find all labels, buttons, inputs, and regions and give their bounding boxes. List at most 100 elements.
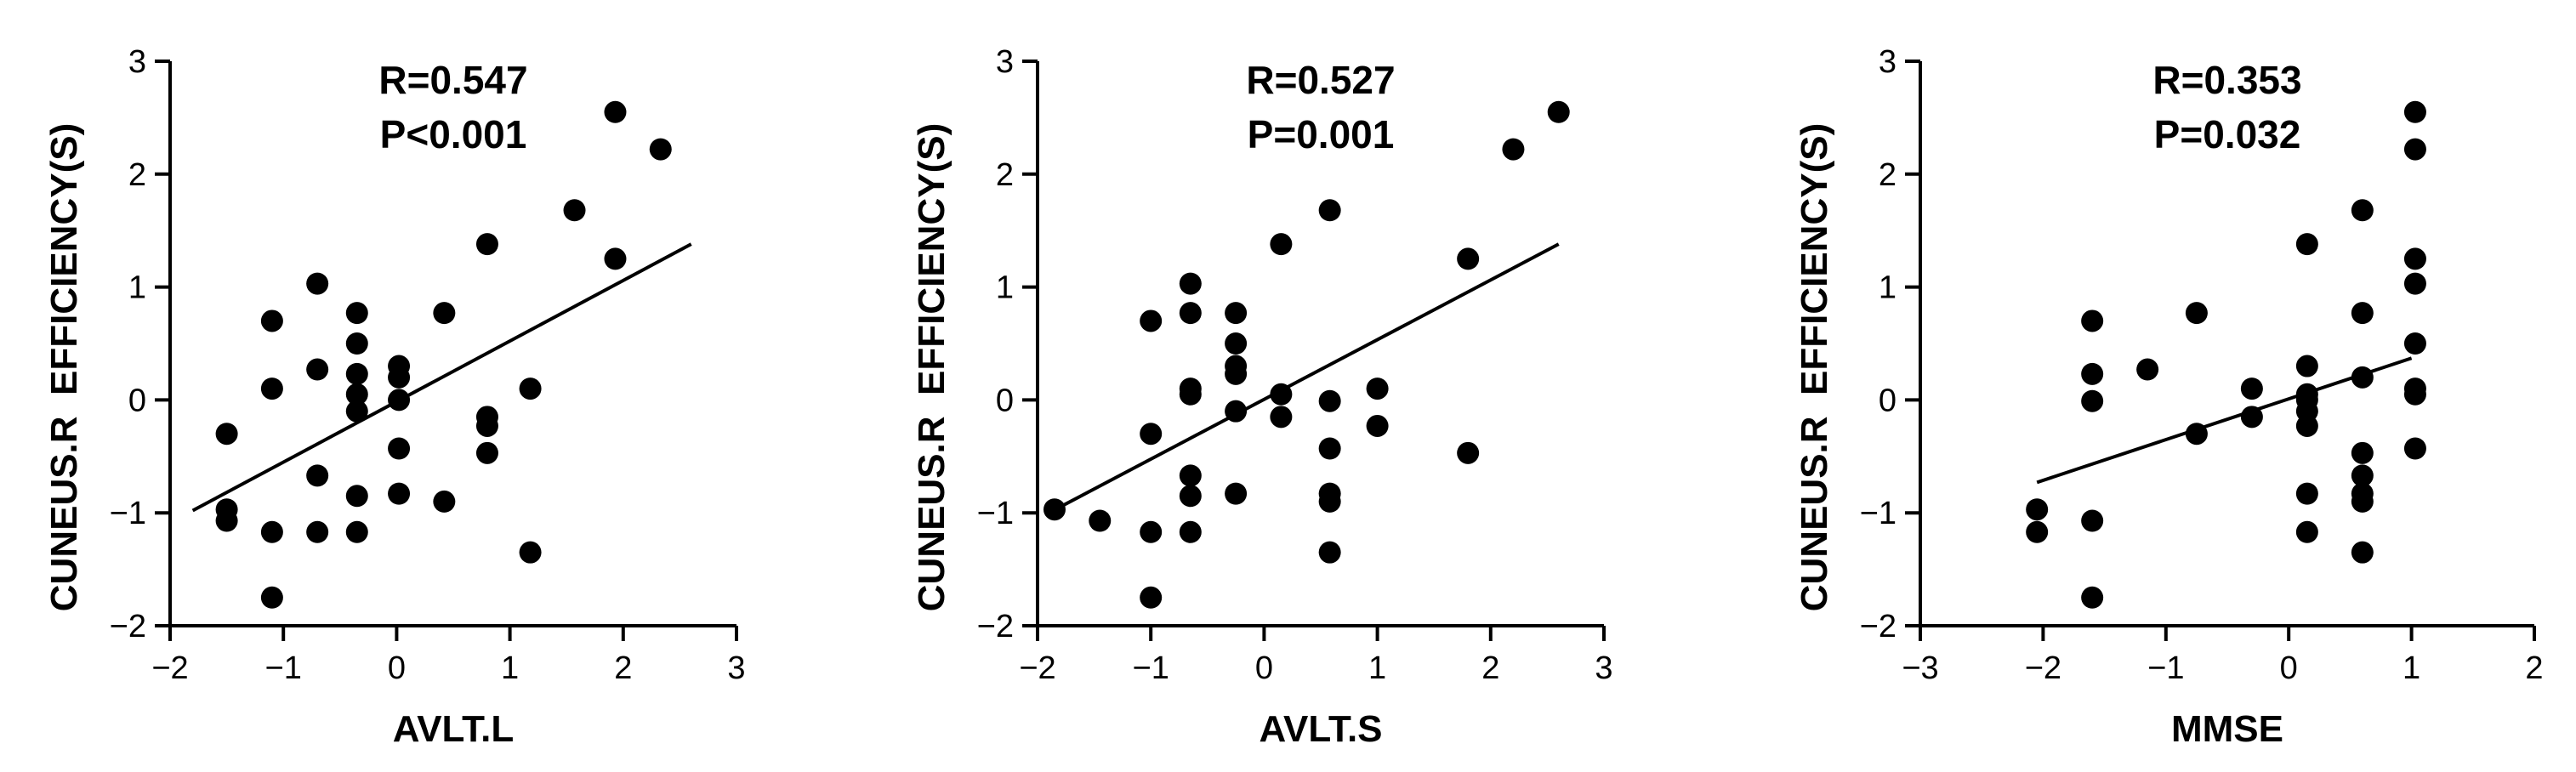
x-tick-label: −1 bbox=[265, 650, 302, 686]
p-value-label: P=0.032 bbox=[2154, 112, 2301, 156]
data-point bbox=[306, 520, 329, 543]
data-point bbox=[1366, 414, 1389, 437]
data-point bbox=[2351, 366, 2374, 389]
data-point bbox=[2351, 490, 2374, 513]
y-tick-label: −1 bbox=[110, 496, 146, 531]
data-point bbox=[1140, 520, 1163, 543]
data-point bbox=[604, 247, 627, 270]
data-point bbox=[345, 332, 368, 355]
y-tick-label: −1 bbox=[977, 496, 1014, 531]
y-tick-label: 1 bbox=[996, 270, 1014, 306]
data-point bbox=[345, 302, 368, 325]
data-point bbox=[2240, 377, 2263, 400]
data-point bbox=[2185, 423, 2208, 446]
data-point bbox=[1457, 441, 1480, 464]
y-tick-label: 1 bbox=[1879, 270, 1896, 306]
data-point bbox=[1318, 199, 1341, 222]
data-point bbox=[2351, 441, 2374, 464]
data-point bbox=[475, 414, 498, 437]
p-value-label: P<0.001 bbox=[380, 112, 527, 156]
y-tick-label: 1 bbox=[128, 270, 146, 306]
data-point bbox=[2403, 383, 2426, 406]
data-point bbox=[1457, 247, 1480, 270]
x-axis-title: AVLT.S bbox=[1259, 708, 1382, 750]
regression-line bbox=[2036, 356, 2413, 485]
data-point bbox=[260, 586, 283, 609]
data-point bbox=[2295, 233, 2318, 256]
data-point bbox=[345, 383, 368, 406]
data-point bbox=[1318, 389, 1341, 412]
data-point bbox=[475, 441, 498, 464]
data-point bbox=[1179, 464, 1202, 487]
data-point bbox=[2081, 309, 2104, 332]
x-tick-label: 1 bbox=[2403, 650, 2420, 686]
data-point bbox=[2081, 362, 2104, 385]
y-axis-title: CUNEUS.R EFFICIENCY(S) bbox=[43, 123, 85, 611]
x-tick-label: −2 bbox=[2025, 650, 2061, 686]
x-tick-label: 0 bbox=[388, 650, 406, 686]
data-point bbox=[475, 233, 498, 256]
data-point bbox=[345, 485, 368, 508]
x-tick-label: 0 bbox=[2280, 650, 2298, 686]
data-point bbox=[388, 437, 411, 460]
x-tick-label: 3 bbox=[727, 650, 745, 686]
x-tick-label: 1 bbox=[1368, 650, 1386, 686]
y-tick-label: −2 bbox=[977, 609, 1014, 644]
x-tick-label: −1 bbox=[2147, 650, 2184, 686]
data-point bbox=[1179, 383, 1202, 406]
data-point bbox=[306, 272, 329, 295]
data-point bbox=[260, 309, 283, 332]
r-value-label: R=0.547 bbox=[378, 58, 527, 102]
data-point bbox=[1140, 309, 1163, 332]
data-point bbox=[1089, 509, 1112, 532]
data-point bbox=[1179, 272, 1202, 295]
data-point bbox=[563, 199, 586, 222]
data-point bbox=[2403, 332, 2426, 355]
data-point bbox=[345, 362, 368, 385]
data-point bbox=[1318, 437, 1341, 460]
data-point bbox=[2081, 586, 2104, 609]
data-point bbox=[1179, 520, 1202, 543]
regression-line bbox=[191, 242, 692, 513]
data-point bbox=[433, 302, 456, 325]
data-point bbox=[2295, 482, 2318, 505]
y-tick-label: 2 bbox=[128, 157, 146, 193]
x-tick-label: 2 bbox=[614, 650, 632, 686]
data-point bbox=[1366, 377, 1389, 400]
data-point bbox=[1318, 541, 1341, 564]
x-axis-title: AVLT.L bbox=[393, 708, 515, 750]
data-point bbox=[2295, 414, 2318, 437]
data-point bbox=[649, 138, 672, 161]
data-point bbox=[2185, 302, 2208, 325]
y-tick-label: 3 bbox=[1879, 44, 1896, 80]
data-point bbox=[1270, 233, 1293, 256]
x-tick-label: 3 bbox=[1595, 650, 1612, 686]
data-point bbox=[1318, 490, 1341, 513]
data-point bbox=[2351, 199, 2374, 222]
data-point bbox=[388, 482, 411, 505]
data-point bbox=[2295, 355, 2318, 377]
y-tick-label: 0 bbox=[1879, 383, 1896, 418]
data-point bbox=[1140, 586, 1163, 609]
data-point bbox=[1179, 485, 1202, 508]
data-point bbox=[433, 490, 456, 513]
y-tick-label: 0 bbox=[128, 383, 146, 418]
data-point bbox=[388, 389, 411, 412]
x-axis-title: MMSE bbox=[2171, 708, 2283, 750]
r-value-label: R=0.353 bbox=[2152, 58, 2301, 102]
data-point bbox=[1270, 406, 1293, 429]
data-point bbox=[1225, 302, 1248, 325]
p-value-label: P=0.001 bbox=[1248, 112, 1395, 156]
data-point bbox=[2351, 541, 2374, 564]
data-point bbox=[1043, 498, 1066, 521]
x-tick-label: −2 bbox=[151, 650, 188, 686]
data-point bbox=[2403, 100, 2426, 123]
data-point bbox=[1140, 423, 1163, 446]
data-point bbox=[2240, 406, 2263, 429]
y-tick-label: −2 bbox=[110, 609, 146, 644]
data-point bbox=[2295, 520, 2318, 543]
data-point bbox=[215, 423, 238, 446]
chart-panel-1: −2 −1 0 1 2 3 −2 −1 0 1 2 3 AVLT.L CUNEUS.R EFFICIENC… bbox=[43, 44, 746, 750]
